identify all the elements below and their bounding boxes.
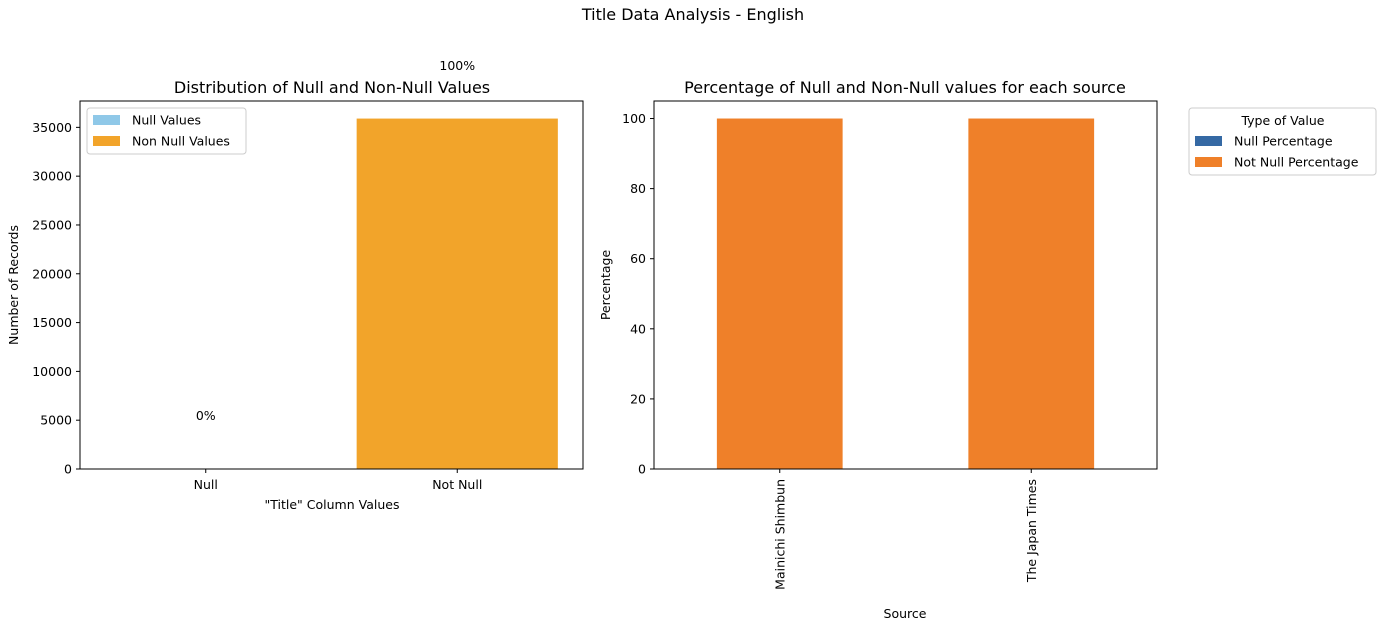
right-y-tick-label: 100: [622, 111, 646, 126]
right-legend-swatch: [1195, 136, 1222, 146]
left-y-axis-label: Number of Records: [6, 225, 21, 345]
left-y-tick-label: 30000: [32, 169, 72, 184]
left-x-axis-label: "Title" Column Values: [265, 497, 400, 512]
left-subplot-title: Distribution of Null and Non-Null Values: [174, 78, 490, 97]
left-y-tick-label: 15000: [32, 315, 72, 330]
right-y-tick-label: 80: [630, 181, 646, 196]
left-x-tick-label: Not Null: [432, 477, 482, 492]
right-legend-frame: [1188, 107, 1377, 176]
right-subplot-title: Percentage of Null and Non-Null values f…: [684, 78, 1126, 97]
left-plot-frame: [79, 100, 584, 470]
left-legend-frame: [86, 107, 247, 155]
right-legend-entry-label: Null Percentage: [1234, 134, 1333, 149]
right-x-tick-label: The Japan Times: [1024, 479, 1039, 583]
right-subplot: Percentage of Null and Non-Null values f…: [598, 78, 1158, 621]
right-plot-frame: [653, 100, 1158, 470]
left-bar-label-not-null: 100%: [439, 58, 475, 73]
right-y-tick-label: 60: [630, 251, 646, 266]
left-y-tick-label: 25000: [32, 217, 72, 232]
left-y-tick-label: 5000: [40, 413, 72, 428]
right-bar-not-null-percentage: [716, 118, 843, 470]
right-legend: Type of Value Null Percentage Not Null Pe…: [1188, 107, 1377, 176]
left-legend-swatch: [93, 115, 120, 125]
right-bar-not-null-percentage: [968, 118, 1095, 470]
left-legend: Null Values Non Null Values: [86, 107, 247, 155]
left-legend-entry-label: Null Values: [132, 113, 201, 128]
right-legend-title: Type of Value: [1240, 113, 1324, 128]
right-y-tick-label: 0: [638, 462, 646, 477]
right-legend-swatch: [1195, 157, 1222, 167]
left-y-tick-label: 20000: [32, 266, 72, 281]
right-x-tick-label: Mainichi Shimbun: [772, 479, 787, 590]
left-y-tick-label: 0: [64, 462, 72, 477]
left-y-tick-label: 35000: [32, 120, 72, 135]
right-x-axis-label: Source: [884, 606, 927, 621]
right-legend-entry-label: Not Null Percentage: [1234, 155, 1359, 170]
left-y-tick-label: 10000: [32, 364, 72, 379]
left-bar-not-null: [356, 118, 558, 470]
right-y-axis-label: Percentage: [598, 250, 613, 321]
right-y-tick-label: 40: [630, 321, 646, 336]
left-subplot: Distribution of Null and Non-Null Values…: [6, 58, 584, 512]
right-y-tick-label: 20: [630, 391, 646, 406]
left-legend-entry-label: Non Null Values: [132, 134, 230, 149]
left-x-tick-label: Null: [194, 477, 218, 492]
left-legend-swatch: [93, 136, 120, 146]
figure-suptitle: Title Data Analysis - English: [581, 5, 804, 24]
left-bar-label-null: 0%: [196, 408, 216, 423]
